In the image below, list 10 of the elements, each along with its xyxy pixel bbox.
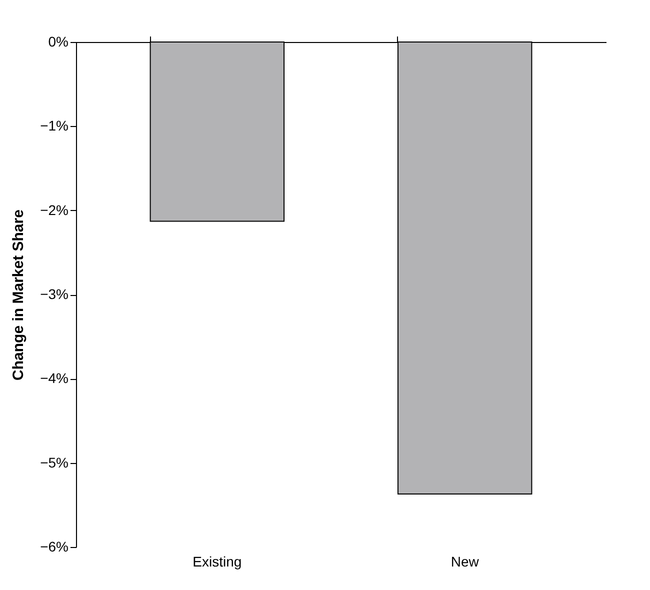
y-tick-label: 0% [48, 34, 68, 50]
y-tick-label: −1% [40, 118, 68, 134]
y-tick-label: −4% [40, 370, 68, 386]
y-tick-label: −6% [40, 538, 68, 554]
y-tick-label: −5% [40, 454, 68, 470]
y-axis-title: Change in Market Share [10, 210, 28, 380]
x-tick-label: Existing [192, 554, 242, 570]
y-tick-label: −2% [40, 202, 68, 218]
x-tick-label: New [450, 554, 480, 570]
y-tick-label: −3% [40, 286, 68, 302]
